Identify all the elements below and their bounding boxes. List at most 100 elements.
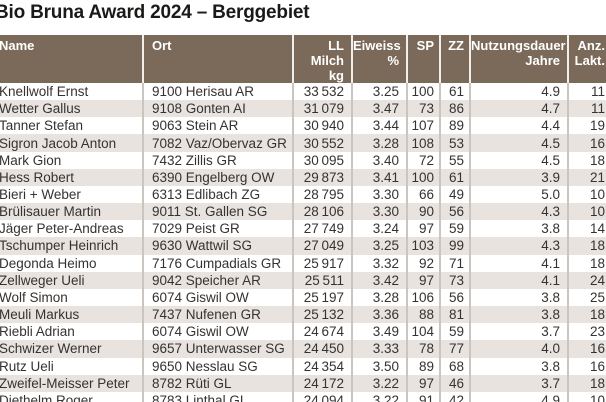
cell-zz: 86 [440, 100, 471, 118]
cell-sp: 100 [407, 168, 441, 186]
table-row: Schwizer Werner 9657 Unterwasser SG 24 4… [0, 340, 606, 358]
cell-zz: 73 [440, 271, 471, 289]
cell-ort: 7437 Nufenen GR [143, 306, 294, 324]
cell-ort: 9657 Unterwasser SG [143, 340, 294, 358]
cell-sp: 107 [407, 117, 441, 135]
ranking-table: Name Ort LL Milch kg Eiweiss % SP ZZ Nut… [0, 35, 606, 402]
cell-sp: 97 [407, 374, 441, 392]
cell-eiweiss: 3.30 [352, 203, 408, 221]
cell-name: Sigron Jacob Anton [0, 134, 144, 152]
table-row: Mark Gion 7432 Zillis GR 30 095 3.40 72 … [0, 151, 606, 169]
table-row: Sigron Jacob Anton 7082 Vaz/Obervaz GR 3… [0, 134, 606, 152]
cell-sp: 78 [407, 340, 441, 358]
cell-name: Bieri + Weber [0, 185, 144, 204]
cell-zz: 42 [440, 391, 471, 402]
cell-name: Wetter Gallus [0, 100, 144, 118]
cell-sp: 103 [407, 237, 441, 255]
cell-nutzungsdauer: 3.8 [470, 288, 569, 307]
cell-name: Zweifel-Meisser Peter [0, 374, 144, 392]
cell-sp: 66 [407, 185, 441, 204]
cell-ort: 9630 Wattwil SG [143, 237, 294, 255]
cell-eiweiss: 3.28 [352, 288, 408, 307]
cell-nutzungsdauer: 4.9 [470, 83, 569, 101]
cell-anz-lakt: 18 [589, 307, 605, 323]
cell-ll-milch-kg: 30 940 [293, 117, 353, 135]
cell-name: Degonda Heimo [0, 254, 144, 272]
cell-anz-lakt: 10 [568, 391, 606, 402]
cell-anz-lakt: 11 [590, 84, 605, 100]
cell-sp: 97 [407, 220, 441, 238]
cell-eiweiss: 3.40 [352, 151, 408, 169]
table-row: Bieri + Weber 6313 Edlibach ZG 28 795 3.… [0, 185, 606, 204]
cell-name: Mark Gion [0, 151, 144, 169]
cell-zz: 53 [440, 134, 471, 152]
cell-nutzungsdauer: 3.8 [470, 306, 569, 324]
cell-sp: 104 [407, 323, 441, 341]
cell-zz: 89 [440, 117, 471, 135]
cell-nutzungsdauer: 4.0 [470, 340, 569, 358]
cell-name: Brülisauer Martin [0, 203, 144, 221]
cell-nutzungsdauer: 4.5 [470, 151, 569, 169]
cell-eiweiss: 3.22 [352, 374, 408, 392]
cell-nutzungsdauer: 4.7 [470, 100, 569, 118]
cell-anz-lakt: 21 [589, 169, 605, 185]
cell-ll-milch-kg: 25 132 [293, 306, 353, 324]
cell-sp: 108 [407, 134, 441, 152]
cell-zz: 99 [440, 237, 471, 255]
cell-name: Rutz Ueli [0, 357, 144, 375]
cell-name: Tschumper Heinrich [0, 237, 144, 255]
cell-ort: 7432 Zillis GR [143, 151, 294, 169]
cell-anz-lakt: 25 [589, 289, 605, 305]
table-row: Jäger Peter-Andreas 7029 Peist GR 27 749… [0, 220, 606, 238]
cell-eiweiss: 3.22 [352, 391, 408, 402]
cell-anz-lakt: 14 [589, 221, 605, 237]
cell-anz-lakt: 11 [590, 101, 605, 117]
cell-name: Diethelm Roger [0, 391, 144, 402]
cell-sp: 91 [407, 391, 441, 402]
cell-anz-lakt: 18 [589, 238, 605, 254]
cell-ort: 9650 Nesslau SG [143, 357, 294, 375]
cell-eiweiss: 3.42 [352, 271, 408, 289]
cell-ort: 7176 Cumpadials GR [143, 254, 294, 272]
column-header-eiweiss: Eiweiss % [352, 35, 408, 83]
cell-ll-milch-kg: 25 917 [293, 254, 353, 272]
column-header-sp: SP [407, 35, 441, 83]
cell-ort: 9063 Stein AR [143, 117, 294, 135]
cell-sp: 100 [407, 83, 441, 101]
cell-ort: 7082 Vaz/Obervaz GR [143, 134, 294, 152]
cell-ort: 6074 Giswil OW [143, 323, 294, 341]
table-row: Degonda Heimo 7176 Cumpadials GR 25 917 … [0, 254, 606, 272]
cell-anz-lakt: 16 [589, 341, 605, 357]
cell-zz: 59 [440, 220, 471, 238]
cell-sp: 89 [407, 357, 441, 375]
table-row: Wolf Simon 6074 Giswil OW 25 197 3.28 10… [0, 288, 606, 307]
table-row: Meuli Markus 7437 Nufenen GR 25 132 3.36… [0, 306, 606, 324]
cell-name: Zellweger Ueli [0, 271, 144, 289]
cell-sp: 73 [407, 100, 441, 118]
cell-name: Jäger Peter-Andreas [0, 220, 144, 238]
table-row: Brülisauer Martin 9011 St. Gallen SG 28 … [0, 203, 606, 221]
cell-name: Meuli Markus [0, 306, 144, 324]
cell-anz-lakt: 10 [589, 204, 605, 220]
cell-nutzungsdauer: 4.3 [470, 203, 569, 221]
table-header-row: Name Ort LL Milch kg Eiweiss % SP ZZ Nut… [0, 35, 606, 83]
cell-ll-milch-kg: 31 079 [293, 100, 353, 118]
table-row: Hess Robert 6390 Engelberg OW 29 873 3.4… [0, 168, 606, 186]
cell-ort: 9042 Speicher AR [143, 271, 294, 289]
cell-eiweiss: 3.28 [352, 134, 408, 152]
column-header-zz: ZZ [440, 35, 471, 83]
cell-nutzungsdauer: 5.0 [470, 185, 569, 204]
table-row: Zweifel-Meisser Peter 8782 Rüti GL 24 17… [0, 374, 606, 392]
ranking-table-container: Name Ort LL Milch kg Eiweiss % SP ZZ Nut… [0, 35, 606, 402]
cell-zz: 71 [440, 254, 471, 272]
table-row: Rutz Ueli 9650 Nesslau SG 24 354 3.50 89… [0, 357, 606, 375]
cell-ll-milch-kg: 24 094 [293, 391, 353, 402]
cell-ort: 6313 Edlibach ZG [143, 185, 294, 204]
cell-zz: 77 [440, 340, 471, 358]
cell-nutzungsdauer: 4.3 [470, 237, 569, 255]
cell-ll-milch-kg: 24 354 [293, 357, 353, 375]
cell-eiweiss: 3.25 [352, 237, 408, 255]
column-header-anz-lakt: Anz. Lakt. [568, 35, 606, 83]
cell-anz-lakt: 16 [589, 358, 605, 374]
cell-ll-milch-kg: 24 674 [293, 323, 353, 341]
